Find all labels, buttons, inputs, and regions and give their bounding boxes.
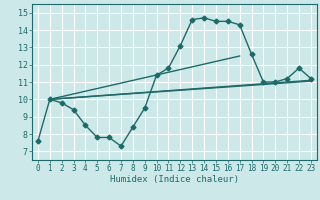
X-axis label: Humidex (Indice chaleur): Humidex (Indice chaleur) — [110, 175, 239, 184]
